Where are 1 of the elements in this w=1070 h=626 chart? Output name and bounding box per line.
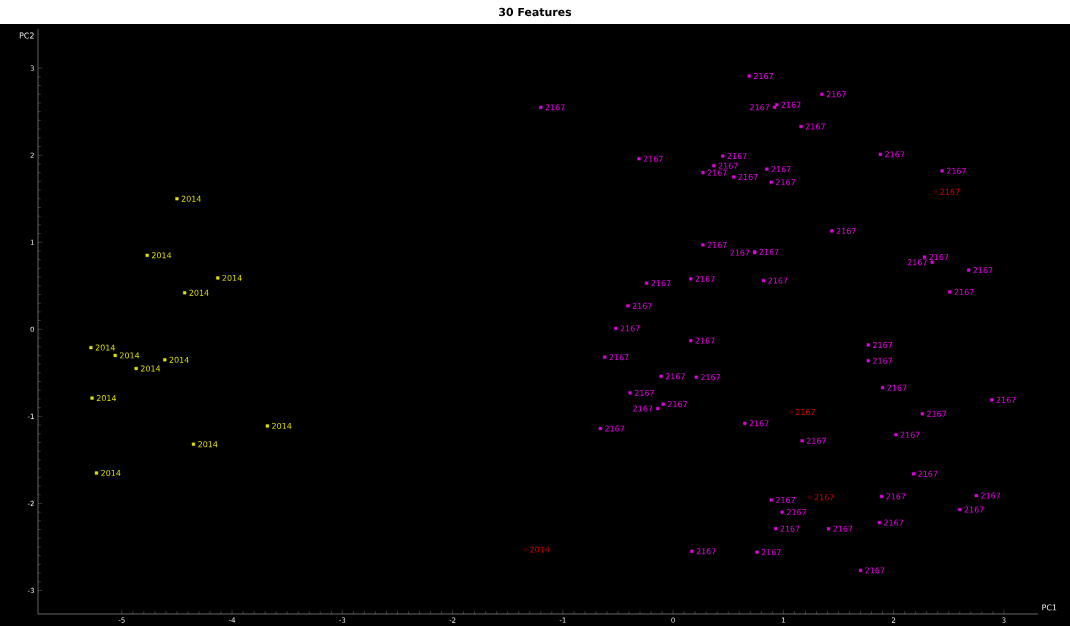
chart-title: 30 Features — [499, 7, 572, 17]
